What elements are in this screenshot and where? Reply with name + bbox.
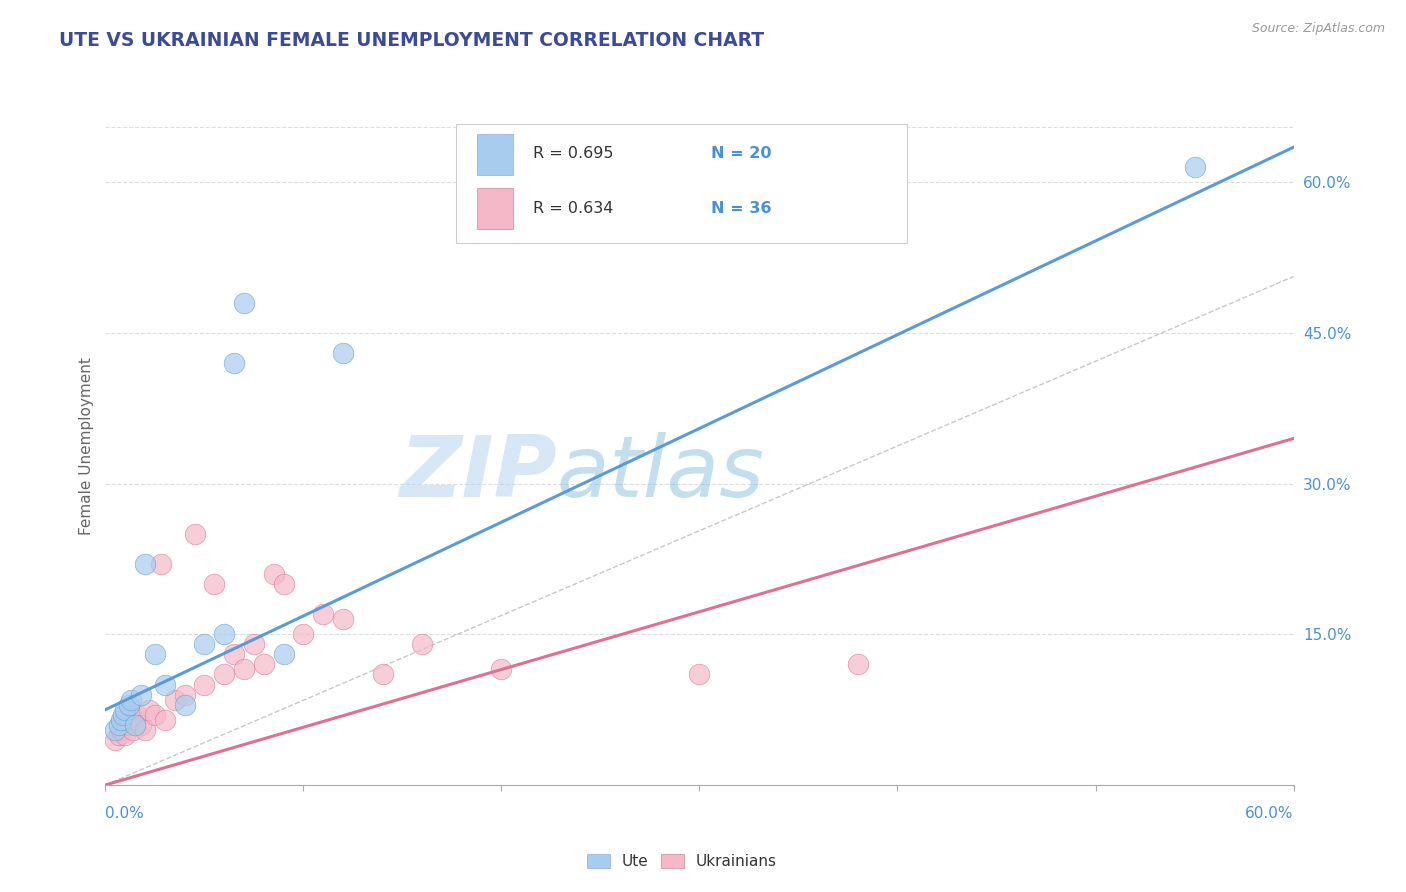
Point	[127, 707, 149, 722]
FancyBboxPatch shape	[456, 124, 907, 243]
Point	[193, 637, 215, 651]
Point	[173, 688, 195, 702]
Point	[183, 527, 205, 541]
Text: 60.0%: 60.0%	[1246, 806, 1294, 821]
Point	[202, 577, 225, 591]
Point	[312, 607, 335, 622]
Point	[112, 717, 135, 731]
Point	[118, 698, 141, 712]
Point	[153, 677, 176, 691]
Point	[114, 728, 136, 742]
Point	[124, 713, 146, 727]
Point	[153, 713, 176, 727]
Point	[143, 648, 166, 662]
Point	[224, 648, 246, 662]
Point	[129, 717, 152, 731]
Point	[122, 723, 145, 737]
Point	[104, 723, 127, 737]
Point	[104, 732, 127, 747]
Point	[110, 723, 132, 737]
Point	[118, 713, 141, 727]
Point	[332, 612, 354, 626]
Point	[273, 648, 295, 662]
Point	[108, 728, 131, 742]
Point	[332, 346, 354, 360]
Point	[129, 688, 152, 702]
Point	[233, 663, 256, 677]
Text: atlas: atlas	[557, 432, 765, 515]
Y-axis label: Female Unemployment: Female Unemployment	[79, 357, 94, 535]
Text: 0.0%: 0.0%	[105, 806, 145, 821]
Point	[112, 707, 135, 722]
Point	[110, 713, 132, 727]
Point	[411, 637, 433, 651]
Text: UTE VS UKRAINIAN FEMALE UNEMPLOYMENT CORRELATION CHART: UTE VS UKRAINIAN FEMALE UNEMPLOYMENT COR…	[59, 31, 765, 50]
Point	[263, 567, 285, 582]
Point	[253, 657, 276, 672]
Point	[233, 296, 256, 310]
FancyBboxPatch shape	[477, 134, 513, 175]
FancyBboxPatch shape	[477, 188, 513, 229]
Point	[846, 657, 869, 672]
Text: N = 36: N = 36	[711, 201, 772, 216]
Point	[491, 663, 513, 677]
Text: R = 0.634: R = 0.634	[533, 201, 613, 216]
Point	[371, 667, 394, 681]
Point	[214, 627, 236, 641]
Text: Source: ZipAtlas.com: Source: ZipAtlas.com	[1251, 22, 1385, 36]
Point	[224, 356, 246, 370]
Point	[108, 717, 131, 731]
Point	[114, 703, 136, 717]
Legend: Ute, Ukrainians: Ute, Ukrainians	[581, 847, 783, 875]
Text: R = 0.695: R = 0.695	[533, 146, 613, 161]
Point	[214, 667, 236, 681]
Point	[173, 698, 195, 712]
Point	[689, 667, 711, 681]
Point	[243, 637, 266, 651]
Point	[273, 577, 295, 591]
Point	[124, 717, 146, 731]
Point	[193, 677, 215, 691]
Point	[292, 627, 315, 641]
Point	[134, 557, 156, 571]
Point	[115, 717, 138, 731]
Text: ZIP: ZIP	[399, 432, 557, 515]
Point	[163, 692, 186, 706]
Point	[1184, 161, 1206, 175]
Point	[134, 723, 156, 737]
Point	[149, 557, 172, 571]
Point	[120, 692, 142, 706]
Point	[138, 703, 160, 717]
Text: N = 20: N = 20	[711, 146, 772, 161]
Point	[143, 707, 166, 722]
